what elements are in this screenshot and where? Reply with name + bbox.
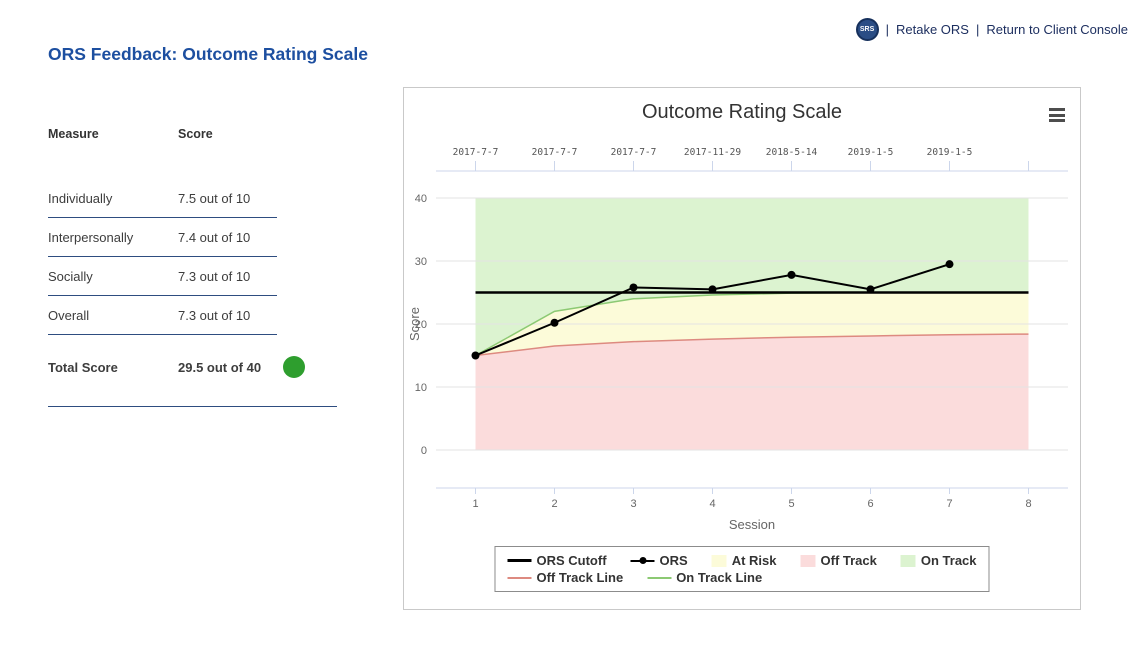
score-value: 7.3 out of 10 [178, 268, 251, 284]
legend-label: On Track [920, 553, 977, 568]
column-header-measure: Measure [48, 127, 99, 141]
legend-swatch [900, 554, 916, 567]
legend-label: Off Track Line [536, 570, 624, 585]
legend-swatch [630, 555, 655, 567]
legend-row: Off Track Line On Track Line [507, 569, 976, 586]
ors-chart-svg: 0 10 20 30 40 2017-7-7 2017-7-7 2017-7-7 2017-11… [407, 147, 1068, 532]
score-table: Measure Score Individually 7.5 out of 10… [48, 127, 388, 407]
date-label: 2017-7-7 [611, 147, 657, 158]
score-value: 7.3 out of 10 [178, 307, 251, 323]
total-row-divider [48, 406, 337, 407]
ors-data-point[interactable] [708, 285, 717, 294]
header-links: SRS | Retake ORS | Return to Client Cons… [855, 18, 1128, 41]
y-tick-label: 10 [415, 382, 427, 394]
ors-data-point[interactable] [866, 285, 875, 294]
off-track-line [475, 333, 1029, 357]
legend-item-off-track[interactable]: Off Track [800, 553, 877, 568]
legend-item-ors-cutoff[interactable]: ORS Cutoff [507, 553, 607, 568]
total-score-label: Total Score [48, 359, 118, 375]
date-label: 2017-11-29 [684, 147, 741, 158]
on-track-status-indicator [283, 356, 306, 378]
legend-item-at-risk[interactable]: At Risk [711, 553, 777, 568]
score-value: 7.5 out of 10 [178, 190, 251, 206]
measure-label: Overall [48, 307, 90, 323]
legend-line-swatch [507, 576, 532, 579]
legend-marker-dot [639, 557, 647, 564]
x-tick-label: 8 [1025, 498, 1031, 510]
legend-item-on-track[interactable]: On Track [900, 553, 977, 568]
y-tick-label: 30 [415, 256, 427, 268]
y-tick-label: 40 [415, 193, 427, 205]
measure-label: Interpersonally [48, 229, 134, 245]
srs-badge-label: SRS [859, 26, 875, 33]
retake-ors-link[interactable]: Retake ORS [895, 22, 969, 37]
x-tick-label: 2 [551, 498, 557, 510]
legend-row: ORS Cutoff ORS At Risk Off Track On Track [507, 552, 977, 569]
burger-bar [1049, 119, 1065, 122]
link-separator: | [975, 22, 980, 37]
chart-title: Outcome Rating Scale [641, 101, 843, 123]
legend-label: ORS Cutoff [536, 553, 607, 568]
table-row: Socially 7.3 out of 10 [48, 257, 277, 296]
legend-swatch [647, 572, 672, 584]
srs-badge[interactable]: SRS [855, 18, 879, 41]
x-tick-label: 4 [709, 498, 715, 510]
legend-label: Off Track [820, 553, 877, 568]
total-score-value: 29.5 out of 40 [178, 359, 262, 375]
chart-legend: ORS Cutoff ORS At Risk Off Track On Track Off… [494, 546, 990, 592]
measure-label: Socially [48, 268, 93, 284]
x-axis-title: Session [729, 517, 775, 532]
y-axis-title: Score [407, 307, 422, 341]
x-tick-label: 5 [788, 498, 794, 510]
x-tick-label: 3 [630, 498, 636, 510]
legend-line-swatch [647, 576, 672, 579]
column-header-score: Score [178, 127, 213, 141]
score-table-header: Measure Score [48, 127, 388, 141]
on-track-area [475, 198, 1029, 356]
legend-swatch [800, 554, 816, 567]
table-row: Interpersonally 7.4 out of 10 [48, 218, 277, 257]
legend-swatch [711, 554, 727, 567]
page-title: ORS Feedback: Outcome Rating Scale [48, 44, 368, 64]
date-label: 2017-7-7 [453, 147, 499, 158]
burger-bar [1049, 108, 1065, 111]
legend-label: On Track Line [676, 570, 763, 585]
x-tick-label: 7 [946, 498, 952, 510]
date-label: 2018-5-14 [766, 147, 818, 158]
legend-label: ORS [659, 553, 688, 568]
date-label: 2019-1-5 [848, 147, 894, 158]
legend-item-off-track-line[interactable]: Off Track Line [507, 570, 623, 585]
score-table-rows: Individually 7.5 out of 10 Interpersonal… [48, 179, 388, 335]
legend-item-on-track-line[interactable]: On Track Line [647, 570, 762, 585]
date-label: 2019-1-5 [927, 147, 973, 158]
x-tick-label: 6 [867, 498, 873, 510]
y-tick-label: 20 [415, 319, 427, 331]
total-score-row: Total Score 29.5 out of 40 [48, 347, 388, 387]
chart-panel: Outcome Rating Scale 0 10 20 30 40 2017-7-7 20… [403, 87, 1081, 610]
table-row: Individually 7.5 out of 10 [48, 179, 277, 218]
return-to-client-console-link[interactable]: Return to Client Console [986, 22, 1128, 37]
link-separator: | [885, 22, 889, 37]
legend-line-swatch [507, 559, 532, 562]
chart-context-menu-icon[interactable] [1049, 108, 1065, 122]
burger-bar [1049, 113, 1065, 117]
off-track-area [475, 334, 1029, 450]
ors-data-point[interactable] [629, 283, 638, 292]
ors-data-point[interactable] [945, 260, 954, 269]
x-tick-label: 1 [472, 498, 478, 510]
legend-swatch [507, 555, 532, 567]
y-tick-label: 0 [421, 445, 427, 457]
legend-label: At Risk [731, 553, 777, 568]
measure-label: Individually [48, 190, 113, 206]
ors-data-point[interactable] [787, 270, 796, 279]
ors-data-point[interactable] [471, 351, 480, 360]
legend-swatch [507, 572, 532, 584]
ors-data-point[interactable] [550, 318, 559, 327]
date-label: 2017-7-7 [532, 147, 578, 158]
table-row: Overall 7.3 out of 10 [48, 296, 277, 335]
legend-item-ors[interactable]: ORS [630, 553, 688, 568]
score-value: 7.4 out of 10 [178, 229, 251, 245]
